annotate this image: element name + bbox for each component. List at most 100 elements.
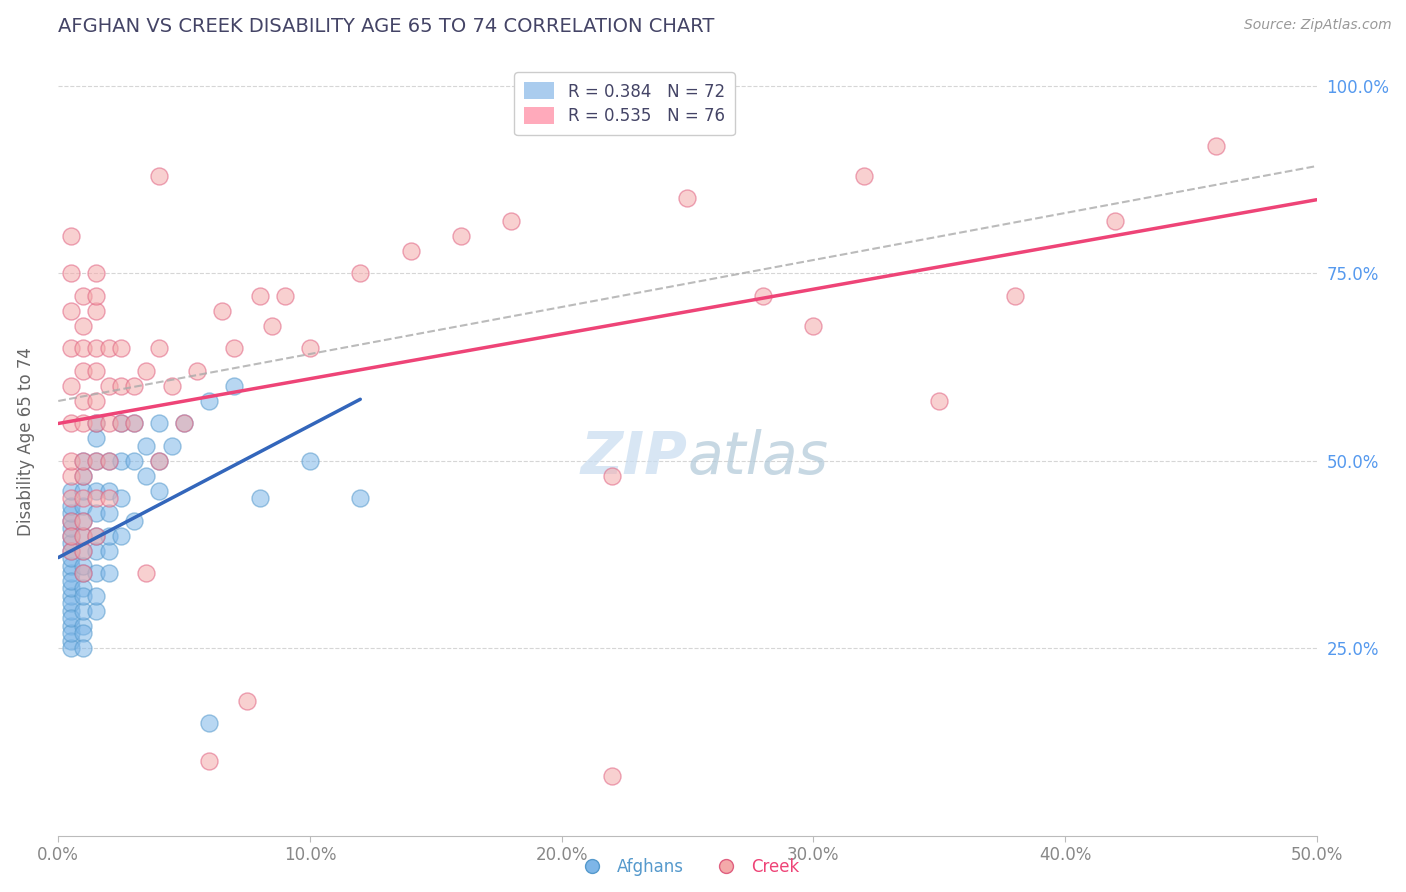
Text: AFGHAN VS CREEK DISABILITY AGE 65 TO 74 CORRELATION CHART: AFGHAN VS CREEK DISABILITY AGE 65 TO 74 … (58, 17, 714, 36)
Point (59, 581, 82, 595)
Point (97, 566, 120, 581)
Point (676, 191, 699, 205)
Point (59, 626, 82, 640)
Point (160, 439, 183, 453)
Point (59, 558, 82, 573)
Point (59, 566, 82, 581)
Point (84, 364, 107, 378)
Text: atlas: atlas (688, 429, 828, 486)
Point (59, 611, 82, 625)
Point (59, 266, 82, 280)
Point (84, 453, 107, 467)
Point (148, 453, 170, 467)
Point (97, 491, 120, 506)
Point (59, 453, 82, 467)
Point (59, 341, 82, 355)
Point (72, 589, 94, 603)
Point (1205, 138, 1227, 153)
Point (84, 393, 107, 408)
Point (110, 491, 132, 506)
Point (59, 574, 82, 588)
Point (135, 439, 157, 453)
Point (399, 244, 422, 258)
Point (262, 318, 284, 333)
Point (84, 303, 107, 318)
Point (59, 641, 82, 656)
Point (211, 303, 233, 318)
Point (224, 341, 246, 355)
Point (72, 499, 94, 513)
Point (59, 633, 82, 648)
Point (84, 416, 107, 430)
Point (110, 416, 132, 430)
Point (298, 453, 321, 467)
Point (59, 596, 82, 610)
Point (84, 266, 107, 280)
Point (59, 468, 82, 483)
Point (59, 228, 82, 243)
Point (84, 566, 107, 581)
Point (135, 566, 157, 581)
Point (236, 693, 259, 707)
Point (450, 228, 472, 243)
Point (59, 491, 82, 506)
Point (249, 491, 271, 506)
Point (72, 468, 94, 483)
Point (501, 214, 523, 228)
Point (72, 626, 94, 640)
Point (59, 589, 82, 603)
Point (135, 364, 157, 378)
Point (198, 716, 221, 731)
Point (72, 318, 94, 333)
Point (59, 551, 82, 566)
Point (84, 289, 107, 303)
Point (249, 289, 271, 303)
Legend: Afghans, Creek: Afghans, Creek (569, 851, 806, 882)
Point (84, 491, 107, 506)
Point (72, 604, 94, 618)
Point (752, 289, 775, 303)
Point (72, 514, 94, 528)
Point (59, 514, 82, 528)
Point (72, 558, 94, 573)
Point (84, 529, 107, 543)
Point (97, 529, 120, 543)
Point (72, 641, 94, 656)
Point (72, 514, 94, 528)
Point (84, 453, 107, 467)
Point (97, 506, 120, 520)
Point (72, 529, 94, 543)
Point (274, 289, 297, 303)
Point (600, 468, 623, 483)
Point (160, 378, 183, 392)
Y-axis label: Disability Age 65 to 74: Disability Age 65 to 74 (17, 348, 35, 536)
Point (122, 514, 145, 528)
Point (110, 416, 132, 430)
Point (72, 483, 94, 498)
Point (59, 618, 82, 632)
Point (59, 416, 82, 430)
Point (852, 169, 875, 183)
Point (97, 378, 120, 392)
Point (97, 453, 120, 467)
Point (59, 506, 82, 520)
Point (72, 581, 94, 595)
Point (84, 506, 107, 520)
Point (72, 566, 94, 581)
Point (72, 543, 94, 558)
Point (298, 341, 321, 355)
Point (72, 393, 94, 408)
Point (198, 754, 221, 768)
Point (122, 453, 145, 467)
Point (59, 543, 82, 558)
Point (97, 543, 120, 558)
Point (72, 289, 94, 303)
Text: Source: ZipAtlas.com: Source: ZipAtlas.com (1244, 18, 1392, 32)
Point (84, 483, 107, 498)
Point (148, 341, 170, 355)
Point (198, 393, 221, 408)
Point (349, 266, 371, 280)
Point (59, 521, 82, 535)
Point (72, 491, 94, 506)
Point (135, 468, 157, 483)
